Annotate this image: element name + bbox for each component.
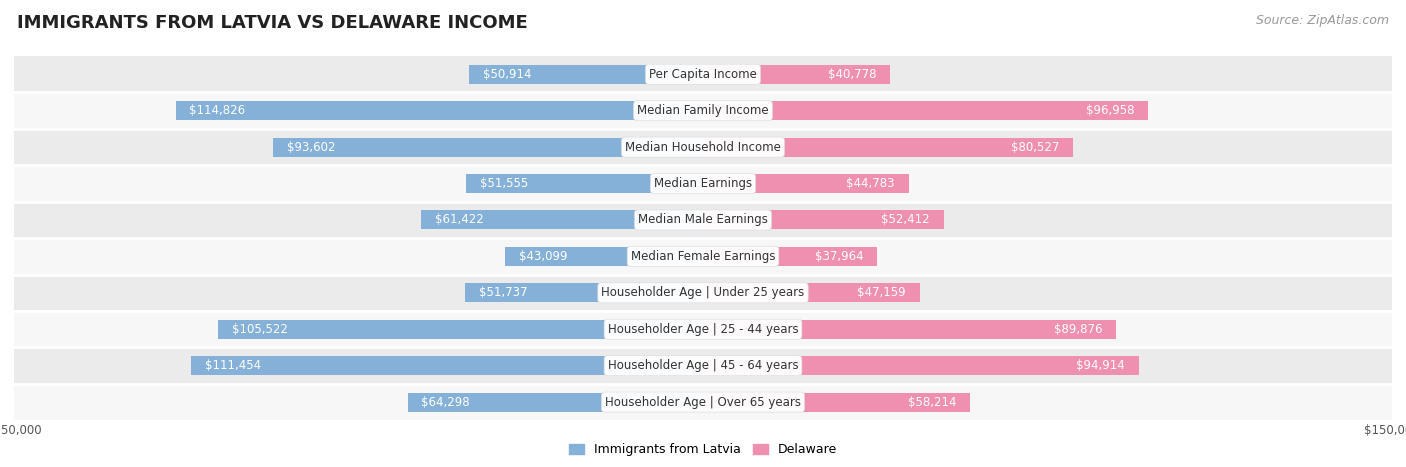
Bar [218, 320, 703, 339]
Bar [703, 65, 890, 84]
Bar [703, 138, 1073, 156]
Bar [14, 384, 1392, 420]
Text: $58,214: $58,214 [908, 396, 956, 409]
Text: IMMIGRANTS FROM LATVIA VS DELAWARE INCOME: IMMIGRANTS FROM LATVIA VS DELAWARE INCOM… [17, 14, 527, 32]
Text: $51,555: $51,555 [479, 177, 529, 190]
Text: Median Earnings: Median Earnings [654, 177, 752, 190]
Text: Median Male Earnings: Median Male Earnings [638, 213, 768, 226]
Text: $52,412: $52,412 [882, 213, 929, 226]
Bar [408, 393, 703, 411]
Bar [505, 247, 703, 266]
Bar [703, 211, 943, 229]
Bar [703, 174, 908, 193]
Bar [14, 311, 1392, 347]
Bar [470, 65, 703, 84]
Text: $80,527: $80,527 [1011, 141, 1059, 154]
Bar [14, 165, 1392, 202]
Text: $44,783: $44,783 [846, 177, 894, 190]
Text: $61,422: $61,422 [434, 213, 484, 226]
Text: $37,964: $37,964 [815, 250, 863, 263]
Bar [14, 202, 1392, 238]
Bar [703, 393, 970, 411]
Bar [176, 101, 703, 120]
Text: Householder Age | 25 - 44 years: Householder Age | 25 - 44 years [607, 323, 799, 336]
Bar [703, 356, 1139, 375]
Text: $93,602: $93,602 [287, 141, 336, 154]
Bar [14, 56, 1392, 92]
Text: Median Female Earnings: Median Female Earnings [631, 250, 775, 263]
Bar [420, 211, 703, 229]
Text: $114,826: $114,826 [190, 104, 246, 117]
Text: $47,159: $47,159 [858, 286, 905, 299]
Text: $105,522: $105,522 [232, 323, 288, 336]
Text: Source: ZipAtlas.com: Source: ZipAtlas.com [1256, 14, 1389, 27]
Text: Householder Age | 45 - 64 years: Householder Age | 45 - 64 years [607, 359, 799, 372]
Text: Per Capita Income: Per Capita Income [650, 68, 756, 81]
Text: Median Household Income: Median Household Income [626, 141, 780, 154]
Text: $40,778: $40,778 [828, 68, 876, 81]
Bar [703, 247, 877, 266]
Bar [703, 101, 1149, 120]
Legend: Immigrants from Latvia, Delaware: Immigrants from Latvia, Delaware [564, 439, 842, 461]
Text: Householder Age | Under 25 years: Householder Age | Under 25 years [602, 286, 804, 299]
Text: $89,876: $89,876 [1053, 323, 1102, 336]
Text: $51,737: $51,737 [479, 286, 527, 299]
Text: $96,958: $96,958 [1085, 104, 1135, 117]
Bar [703, 320, 1116, 339]
Bar [14, 238, 1392, 275]
Bar [14, 275, 1392, 311]
Text: $43,099: $43,099 [519, 250, 568, 263]
Text: $50,914: $50,914 [482, 68, 531, 81]
Bar [467, 174, 703, 193]
Bar [465, 283, 703, 302]
Bar [14, 129, 1392, 165]
Bar [14, 92, 1392, 129]
Text: $94,914: $94,914 [1077, 359, 1125, 372]
Text: $64,298: $64,298 [422, 396, 470, 409]
Bar [273, 138, 703, 156]
Bar [14, 347, 1392, 384]
Text: $111,454: $111,454 [205, 359, 262, 372]
Bar [703, 283, 920, 302]
Bar [191, 356, 703, 375]
Text: Median Family Income: Median Family Income [637, 104, 769, 117]
Text: Householder Age | Over 65 years: Householder Age | Over 65 years [605, 396, 801, 409]
